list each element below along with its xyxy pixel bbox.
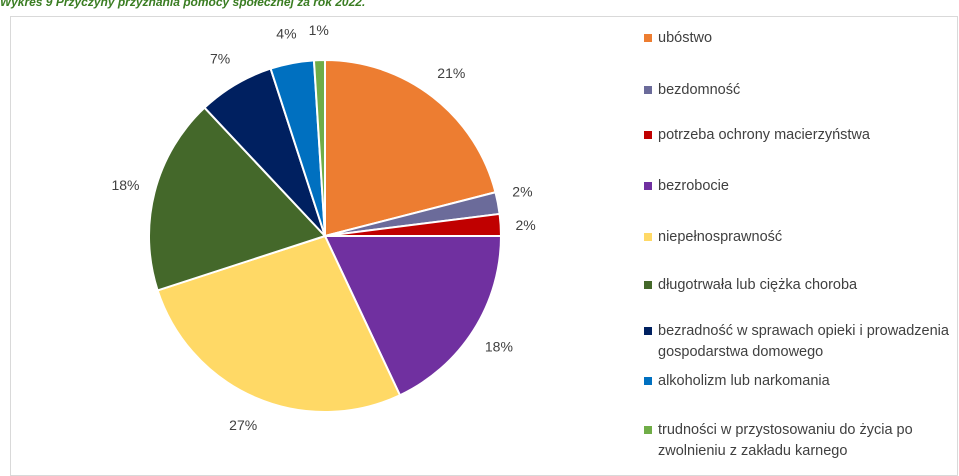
legend-item-alkoholizm-lub-narkomania: alkoholizm lub narkomania	[644, 371, 954, 392]
legend-label: niepełnosprawność	[658, 229, 783, 245]
legend-label: trudności w przystosowaniu do życia po z…	[658, 422, 913, 459]
data-label-potrzeba-ochrony-macierzynstwa: 2%	[515, 217, 535, 233]
legend-swatch	[644, 182, 652, 190]
legend-item-potrzeba-ochrony-macierzynstwa: potrzeba ochrony macierzyństwa	[644, 125, 954, 146]
legend-label: potrzeba ochrony macierzyństwa	[658, 127, 870, 143]
data-label-dlugotrwala-lub-ciezka-choroba: 18%	[111, 177, 139, 193]
data-label-alkoholizm-lub-narkomania: 4%	[276, 26, 296, 42]
legend-swatch	[644, 377, 652, 385]
legend-item-ubostwo: ubóstwo	[644, 28, 954, 49]
pie-slice-ubostwo	[324, 58, 497, 238]
pie-slice-bezrobocie	[323, 235, 503, 397]
pie-slice-trudnosci-w-przystosowaniu-do-zycia-po-zwolnieniu-z-zakladu-karnego	[312, 58, 326, 237]
data-label-trudnosci-w-przystosowaniu-do-zycia-po-zwolnieniu-z-zakladu-karnego: 1%	[309, 22, 329, 38]
data-label-niepelnosprawnosc: 27%	[229, 417, 257, 433]
pie-slice-niepelnosprawnosc	[156, 234, 402, 413]
legend-item-trudnosci-w-przystosowaniu-do-zycia-po-zwolnieniu-z-zakladu-karnego: trudności w przystosowaniu do życia po z…	[644, 420, 954, 462]
pie-chart: 21% 2% 2% 18% 27% 18% 7% 4% 1%	[111, 22, 535, 433]
pie-slices	[148, 58, 503, 413]
legend-swatch	[644, 281, 652, 289]
legend-swatch	[644, 327, 652, 335]
legend-swatch	[644, 233, 652, 241]
legend-item-dlugotrwala-lub-ciezka-choroba: długotrwała lub ciężka choroba	[644, 275, 954, 296]
legend-swatch	[644, 426, 652, 434]
legend-label: ubóstwo	[658, 30, 713, 46]
data-label-bezradnosc-w-sprawach-opieki-i-prowadzenia-gospodarstwa-domowego: 7%	[210, 51, 230, 67]
legend-label: długotrwała lub ciężka choroba	[658, 277, 858, 293]
pie-slice-dlugotrwala-lub-ciezka-choroba	[148, 106, 327, 292]
pie-data-labels: 21% 2% 2% 18% 27% 18% 7% 4% 1%	[111, 22, 535, 433]
legend-item-bezdomnosc: bezdomność	[644, 80, 954, 101]
legend-swatch	[644, 86, 652, 94]
legend-swatch	[644, 131, 652, 139]
legend-label: bezdomność	[658, 82, 741, 98]
data-label-ubostwo: 21%	[437, 65, 465, 81]
legend-item-bezradnosc-w-sprawach-opieki-i-prowadzenia-gospodarstwa-domowego: bezradność w sprawach opieki i prowadzen…	[644, 321, 954, 363]
legend-swatch	[644, 34, 652, 42]
legend-item-niepelnosprawnosc: niepełnosprawność	[644, 227, 954, 248]
legend-label: bezradność w sprawach opieki i prowadzen…	[658, 323, 949, 360]
chart-caption: Wykres 9 Przyczyny przyznania pomocy spo…	[0, 0, 366, 9]
data-label-bezrobocie: 18%	[485, 338, 513, 354]
legend-label: alkoholizm lub narkomania	[658, 373, 830, 389]
data-label-bezdomnosc: 2%	[512, 183, 532, 199]
legend-item-bezrobocie: bezrobocie	[644, 176, 954, 197]
legend-label: bezrobocie	[658, 178, 729, 194]
